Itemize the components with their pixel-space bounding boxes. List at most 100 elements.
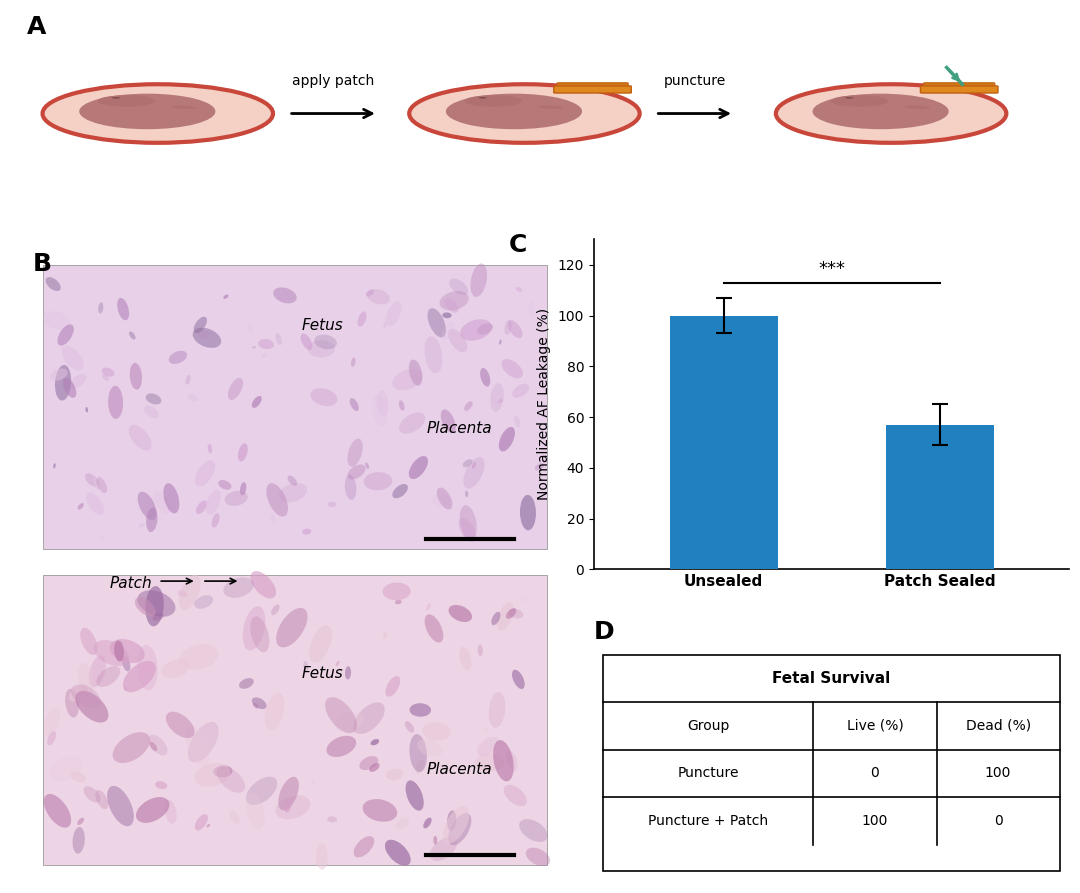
Ellipse shape bbox=[122, 655, 131, 672]
Ellipse shape bbox=[395, 818, 409, 829]
Ellipse shape bbox=[382, 582, 410, 600]
Ellipse shape bbox=[363, 799, 397, 822]
Ellipse shape bbox=[526, 847, 550, 866]
Ellipse shape bbox=[477, 323, 492, 335]
Ellipse shape bbox=[86, 493, 104, 515]
Ellipse shape bbox=[48, 731, 56, 746]
Ellipse shape bbox=[519, 495, 536, 530]
Ellipse shape bbox=[252, 396, 261, 408]
Ellipse shape bbox=[417, 739, 443, 756]
Ellipse shape bbox=[300, 334, 312, 350]
Text: Live (%): Live (%) bbox=[847, 719, 903, 733]
Ellipse shape bbox=[78, 503, 84, 510]
Ellipse shape bbox=[327, 816, 337, 822]
Text: Puncture + Patch: Puncture + Patch bbox=[648, 814, 769, 828]
Ellipse shape bbox=[364, 472, 392, 490]
Ellipse shape bbox=[62, 346, 83, 371]
Ellipse shape bbox=[96, 666, 120, 687]
Ellipse shape bbox=[252, 697, 267, 709]
Ellipse shape bbox=[72, 827, 85, 854]
Ellipse shape bbox=[459, 518, 476, 542]
Ellipse shape bbox=[212, 513, 219, 528]
FancyBboxPatch shape bbox=[43, 265, 546, 549]
Ellipse shape bbox=[247, 325, 253, 334]
Ellipse shape bbox=[445, 298, 459, 313]
Ellipse shape bbox=[130, 363, 141, 389]
Text: ***: *** bbox=[818, 260, 845, 278]
Ellipse shape bbox=[146, 394, 161, 405]
Ellipse shape bbox=[498, 399, 503, 403]
Ellipse shape bbox=[422, 722, 451, 740]
Ellipse shape bbox=[348, 464, 365, 480]
Ellipse shape bbox=[275, 796, 311, 819]
Text: 100: 100 bbox=[862, 814, 888, 828]
Ellipse shape bbox=[370, 739, 379, 746]
Ellipse shape bbox=[448, 605, 472, 622]
Ellipse shape bbox=[409, 84, 639, 143]
Ellipse shape bbox=[399, 400, 405, 411]
Ellipse shape bbox=[367, 289, 390, 305]
Ellipse shape bbox=[96, 477, 107, 493]
Ellipse shape bbox=[179, 644, 218, 670]
Ellipse shape bbox=[110, 639, 145, 663]
Ellipse shape bbox=[357, 312, 366, 327]
Ellipse shape bbox=[253, 703, 258, 709]
Ellipse shape bbox=[123, 661, 156, 692]
Ellipse shape bbox=[89, 655, 106, 688]
Ellipse shape bbox=[188, 722, 218, 763]
Ellipse shape bbox=[462, 459, 472, 467]
Ellipse shape bbox=[386, 769, 403, 780]
Ellipse shape bbox=[302, 529, 311, 535]
Text: Placenta: Placenta bbox=[427, 421, 491, 436]
Ellipse shape bbox=[194, 596, 213, 609]
Ellipse shape bbox=[507, 751, 517, 772]
Ellipse shape bbox=[812, 94, 948, 129]
Ellipse shape bbox=[384, 839, 410, 866]
Ellipse shape bbox=[168, 351, 187, 364]
Ellipse shape bbox=[465, 490, 469, 497]
Ellipse shape bbox=[275, 333, 282, 345]
Ellipse shape bbox=[442, 322, 455, 340]
Ellipse shape bbox=[509, 609, 523, 619]
Ellipse shape bbox=[42, 84, 273, 143]
Ellipse shape bbox=[489, 692, 505, 728]
Ellipse shape bbox=[224, 578, 254, 598]
Ellipse shape bbox=[430, 837, 457, 861]
Ellipse shape bbox=[523, 596, 530, 603]
Ellipse shape bbox=[845, 97, 853, 98]
Ellipse shape bbox=[406, 780, 423, 811]
Ellipse shape bbox=[351, 357, 355, 367]
Ellipse shape bbox=[428, 308, 446, 338]
FancyBboxPatch shape bbox=[557, 83, 629, 88]
Ellipse shape bbox=[85, 407, 89, 413]
Ellipse shape bbox=[395, 600, 402, 605]
Ellipse shape bbox=[440, 291, 469, 311]
Ellipse shape bbox=[490, 383, 503, 412]
Ellipse shape bbox=[326, 736, 356, 757]
Ellipse shape bbox=[149, 742, 158, 751]
Text: Fetus: Fetus bbox=[301, 318, 343, 333]
Text: Placenta: Placenta bbox=[427, 763, 491, 778]
Ellipse shape bbox=[441, 409, 456, 433]
Ellipse shape bbox=[311, 780, 314, 786]
Ellipse shape bbox=[276, 608, 308, 647]
Ellipse shape bbox=[484, 728, 488, 732]
Ellipse shape bbox=[448, 329, 468, 352]
Ellipse shape bbox=[424, 337, 443, 373]
Ellipse shape bbox=[43, 311, 70, 330]
Ellipse shape bbox=[475, 754, 504, 772]
Ellipse shape bbox=[501, 359, 523, 379]
Text: puncture: puncture bbox=[663, 74, 726, 88]
Ellipse shape bbox=[519, 819, 548, 842]
Ellipse shape bbox=[350, 398, 359, 411]
Ellipse shape bbox=[383, 632, 387, 639]
Ellipse shape bbox=[164, 799, 177, 824]
Text: 0: 0 bbox=[870, 766, 879, 780]
Ellipse shape bbox=[314, 335, 337, 349]
Ellipse shape bbox=[287, 475, 297, 486]
Ellipse shape bbox=[45, 277, 60, 291]
Ellipse shape bbox=[265, 693, 284, 730]
Ellipse shape bbox=[478, 97, 487, 98]
Ellipse shape bbox=[491, 612, 500, 625]
Ellipse shape bbox=[44, 794, 71, 828]
